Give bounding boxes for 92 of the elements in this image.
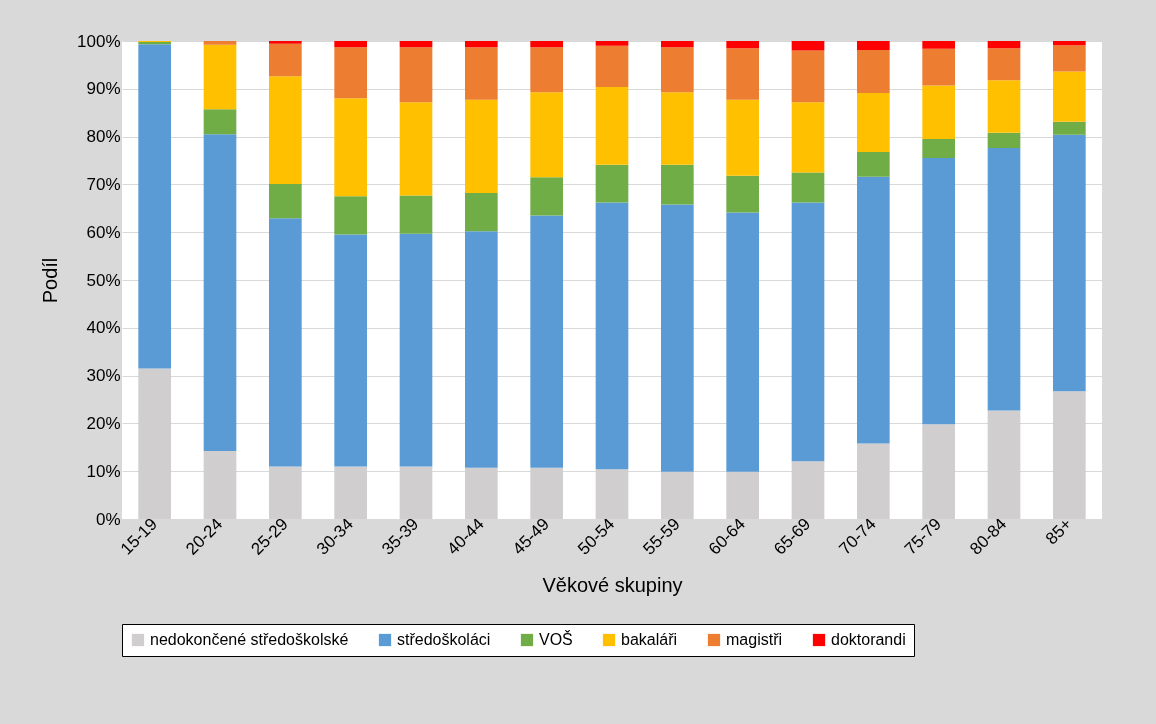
- x-axis-title: Věkové skupiny: [542, 573, 683, 596]
- bar: [726, 175, 759, 213]
- bar: [530, 47, 563, 93]
- bar: [726, 212, 759, 472]
- bar: [334, 41, 367, 48]
- bar: [269, 183, 302, 219]
- bar: [1053, 41, 1086, 46]
- bar: [791, 50, 825, 103]
- bar: [661, 164, 694, 205]
- bar: [922, 48, 955, 86]
- bar: [1053, 71, 1086, 122]
- y-tick-label: 60%: [86, 222, 121, 242]
- bar: [269, 76, 302, 184]
- bar: [857, 93, 890, 152]
- bar: [857, 50, 890, 94]
- legend-label: doktorandi: [831, 631, 906, 648]
- bar: [987, 132, 1021, 149]
- y-tick-label: 70%: [86, 174, 121, 194]
- bar: [661, 47, 694, 93]
- bar: [726, 471, 759, 519]
- bar: [791, 102, 825, 173]
- bar: [530, 177, 563, 216]
- bar: [661, 92, 694, 165]
- legend-label: nedokončené středoškolské: [150, 631, 349, 648]
- bar: [922, 41, 955, 49]
- bar: [791, 202, 825, 462]
- bar: [726, 48, 759, 100]
- legend-label: středoškoláci: [397, 631, 491, 648]
- bar: [661, 471, 694, 519]
- bar: [726, 99, 759, 176]
- bar: [595, 86, 629, 165]
- bar: [334, 234, 367, 467]
- y-tick-label: 10%: [86, 461, 121, 481]
- bar: [530, 215, 563, 468]
- y-axis-title: Podíl: [39, 257, 62, 304]
- legend-label: bakaláři: [621, 631, 678, 648]
- bar: [1053, 134, 1086, 392]
- bar: [791, 41, 825, 51]
- bar: [922, 138, 955, 159]
- bar: [465, 231, 498, 468]
- bar: [1053, 121, 1086, 135]
- bar: [661, 41, 694, 48]
- bar: [399, 102, 433, 196]
- bar: [269, 218, 302, 467]
- bar: [465, 99, 498, 193]
- bar: [595, 41, 629, 46]
- bar: [987, 48, 1021, 81]
- bar: [857, 176, 890, 444]
- bar: [530, 92, 563, 178]
- legend-label: VOŠ: [539, 630, 573, 648]
- bar: [399, 233, 433, 467]
- y-tick-label: 90%: [86, 79, 121, 99]
- bar: [595, 164, 629, 203]
- bar: [1053, 45, 1086, 72]
- y-tick-label: 100%: [77, 31, 121, 51]
- bar: [203, 41, 237, 45]
- x-tick-label: 85+: [1041, 514, 1076, 549]
- y-tick-label: 40%: [86, 318, 121, 338]
- bar: [595, 45, 629, 87]
- bar: [791, 172, 825, 203]
- y-tick-label: 0%: [95, 509, 121, 529]
- y-tick-label: 80%: [86, 127, 121, 147]
- bar: [661, 204, 694, 472]
- bar: [465, 41, 498, 48]
- bar: [726, 41, 759, 49]
- bar: [922, 158, 955, 425]
- bar: [269, 43, 302, 77]
- bar: [399, 41, 433, 48]
- bar: [465, 47, 498, 100]
- bar: [334, 98, 367, 197]
- bar: [138, 44, 171, 369]
- y-tick-label: 20%: [86, 413, 121, 433]
- legend-label: magistři: [726, 631, 783, 648]
- bar: [987, 80, 1021, 133]
- bar: [203, 109, 237, 135]
- y-tick-label: 30%: [86, 366, 121, 386]
- bar: [465, 193, 498, 232]
- bar: [334, 47, 367, 99]
- bar: [399, 195, 433, 234]
- bar: [269, 41, 302, 44]
- bar: [922, 85, 955, 139]
- bar: [987, 148, 1021, 411]
- bar: [203, 44, 237, 110]
- bar: [595, 202, 629, 470]
- bar: [530, 41, 563, 48]
- bar: [399, 47, 433, 103]
- bar: [857, 41, 890, 51]
- bar: [987, 41, 1021, 49]
- bar: [334, 196, 367, 235]
- bar: [857, 151, 890, 177]
- y-tick-label: 50%: [86, 270, 121, 290]
- bar: [203, 134, 237, 452]
